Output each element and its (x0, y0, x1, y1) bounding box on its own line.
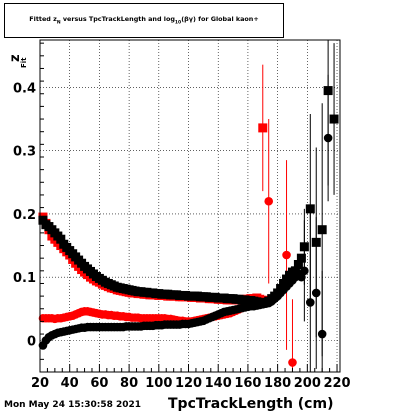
x-axis-label: TpcTrackLength (cm) (168, 396, 334, 412)
axis-ticks (39, 42, 338, 373)
y-tick-label: 0.4 (13, 81, 36, 96)
y-tick-labels: 0 0.1 0.2 0.3 0.4 (13, 81, 36, 349)
x-tick-label: 40 (61, 376, 79, 391)
x-tick-label: 80 (120, 376, 138, 391)
data-point-square (311, 237, 321, 247)
timestamp: Mon May 24 15:30:58 2021 (4, 400, 142, 410)
x-tick-label: 100 (145, 376, 172, 391)
data-point-square (290, 266, 300, 276)
data-point-square (258, 123, 268, 133)
y-tick-label: 0.3 (13, 145, 36, 160)
data-points (38, 86, 339, 367)
data-point-circle (311, 288, 321, 298)
x-tick-label: 140 (205, 376, 232, 391)
y-tick-label: 0.2 (13, 208, 36, 223)
data-point-square (296, 253, 306, 263)
x-tick-label: 20 (31, 376, 49, 391)
x-tick-label: 180 (264, 376, 291, 391)
y-tick-label: 0.1 (13, 271, 36, 286)
data-point-circle (282, 250, 291, 260)
data-point-circle (317, 329, 327, 339)
data-point-square (299, 242, 309, 252)
y-axis-label: z Fit (4, 38, 28, 78)
data-point-circle (300, 266, 309, 276)
x-tick-label: 160 (234, 376, 261, 391)
data-point-square (329, 114, 339, 124)
y-axis-label-sub: Fit (20, 57, 28, 68)
data-point-square (317, 225, 327, 235)
data-point-square (305, 204, 315, 214)
y-tick-label: 0 (27, 334, 36, 349)
data-point-circle (323, 133, 333, 143)
data-point-square (323, 86, 333, 96)
data-point-circle (264, 196, 274, 206)
data-point-circle (288, 358, 297, 367)
data-point-square (293, 259, 303, 269)
data-point-circle (305, 298, 315, 307)
plot-frame (39, 39, 341, 373)
x-tick-label: 220 (323, 376, 350, 391)
x-tick-label: 60 (90, 376, 108, 391)
data-point-square (56, 234, 66, 244)
x-tick-labels: 20 40 60 80 100 120 140 160 180 200 220 (31, 376, 351, 391)
chart-title-box: Fitted zN versus TpcTrackLength and log1… (4, 3, 284, 38)
error-bars (262, 40, 335, 372)
x-tick-label: 120 (175, 376, 202, 391)
chart-title: Fitted zN versus TpcTrackLength and log1… (29, 15, 259, 26)
x-tick-label: 200 (294, 376, 321, 391)
